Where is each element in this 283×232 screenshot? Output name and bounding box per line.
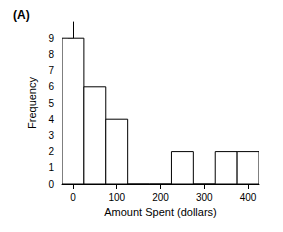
svg-text:6: 6: [48, 81, 54, 92]
svg-text:Frequency: Frequency: [26, 77, 38, 129]
svg-text:400: 400: [240, 192, 257, 203]
svg-text:7: 7: [48, 65, 54, 76]
svg-text:Amount Spent (dollars): Amount Spent (dollars): [104, 206, 217, 218]
svg-text:4: 4: [48, 114, 54, 125]
svg-text:200: 200: [152, 192, 169, 203]
svg-text:0: 0: [48, 179, 54, 190]
svg-text:(A): (A): [13, 8, 30, 22]
svg-text:2: 2: [48, 146, 54, 157]
svg-text:5: 5: [48, 98, 54, 109]
svg-text:100: 100: [108, 192, 125, 203]
svg-text:300: 300: [196, 192, 213, 203]
svg-text:0: 0: [70, 192, 76, 203]
svg-text:1: 1: [48, 162, 54, 173]
svg-text:9: 9: [48, 33, 54, 44]
svg-text:8: 8: [48, 49, 54, 60]
svg-text:3: 3: [48, 130, 54, 141]
